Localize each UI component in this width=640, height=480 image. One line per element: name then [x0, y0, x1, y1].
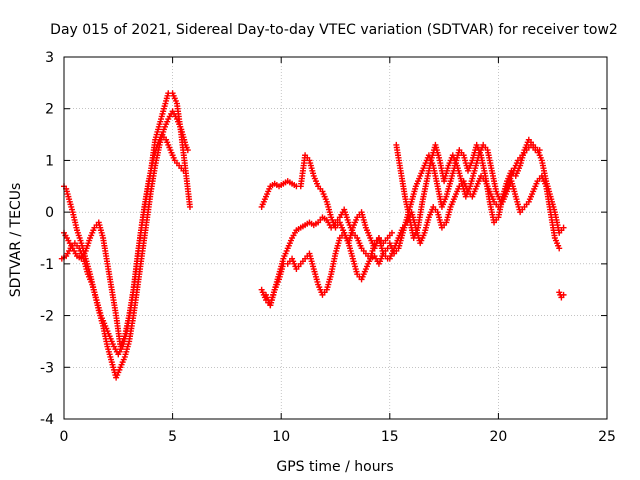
plot-frame: [63, 56, 608, 420]
x-tick-label: 0: [60, 429, 69, 445]
x-axis-label: GPS time / hours: [276, 459, 393, 475]
x-tick-label: 20: [489, 429, 507, 445]
y-tick-label: 0: [45, 205, 54, 221]
data-point: [560, 291, 567, 298]
data-point: [180, 167, 187, 174]
y-axis-label: SDTVAR / TECUs: [8, 183, 24, 298]
series-track-a: [61, 108, 191, 381]
y-tick-label: -3: [40, 360, 54, 376]
y-tick-label: -4: [40, 412, 54, 428]
chart-title: Day 015 of 2021, Sidereal Day-to-day VTE…: [50, 22, 618, 38]
y-tick-label: 1: [45, 153, 54, 169]
y-tick-label: -1: [40, 257, 54, 273]
y-tick-label: -2: [40, 309, 54, 325]
tick-labels: 0 5 10 15 20 25 -4 -3 -2 -1 0 1 2 3: [40, 50, 616, 445]
data-point: [388, 229, 395, 236]
x-tick-label: 10: [272, 429, 290, 445]
y-tick-label: 3: [45, 50, 54, 66]
series-track-j: [556, 289, 567, 301]
y-tick-label: 2: [45, 102, 54, 118]
series-track-i: [393, 141, 543, 241]
x-tick-label: 5: [168, 429, 177, 445]
data-points: [58, 90, 567, 381]
series-track-c: [58, 131, 187, 358]
axes: [63, 56, 608, 420]
x-tick-label: 15: [381, 429, 399, 445]
data-point: [560, 224, 567, 231]
x-tick-label: 25: [598, 429, 616, 445]
data-point: [556, 245, 563, 252]
data-point: [536, 147, 543, 154]
series-track-f: [262, 229, 391, 309]
data-point: [186, 203, 193, 210]
